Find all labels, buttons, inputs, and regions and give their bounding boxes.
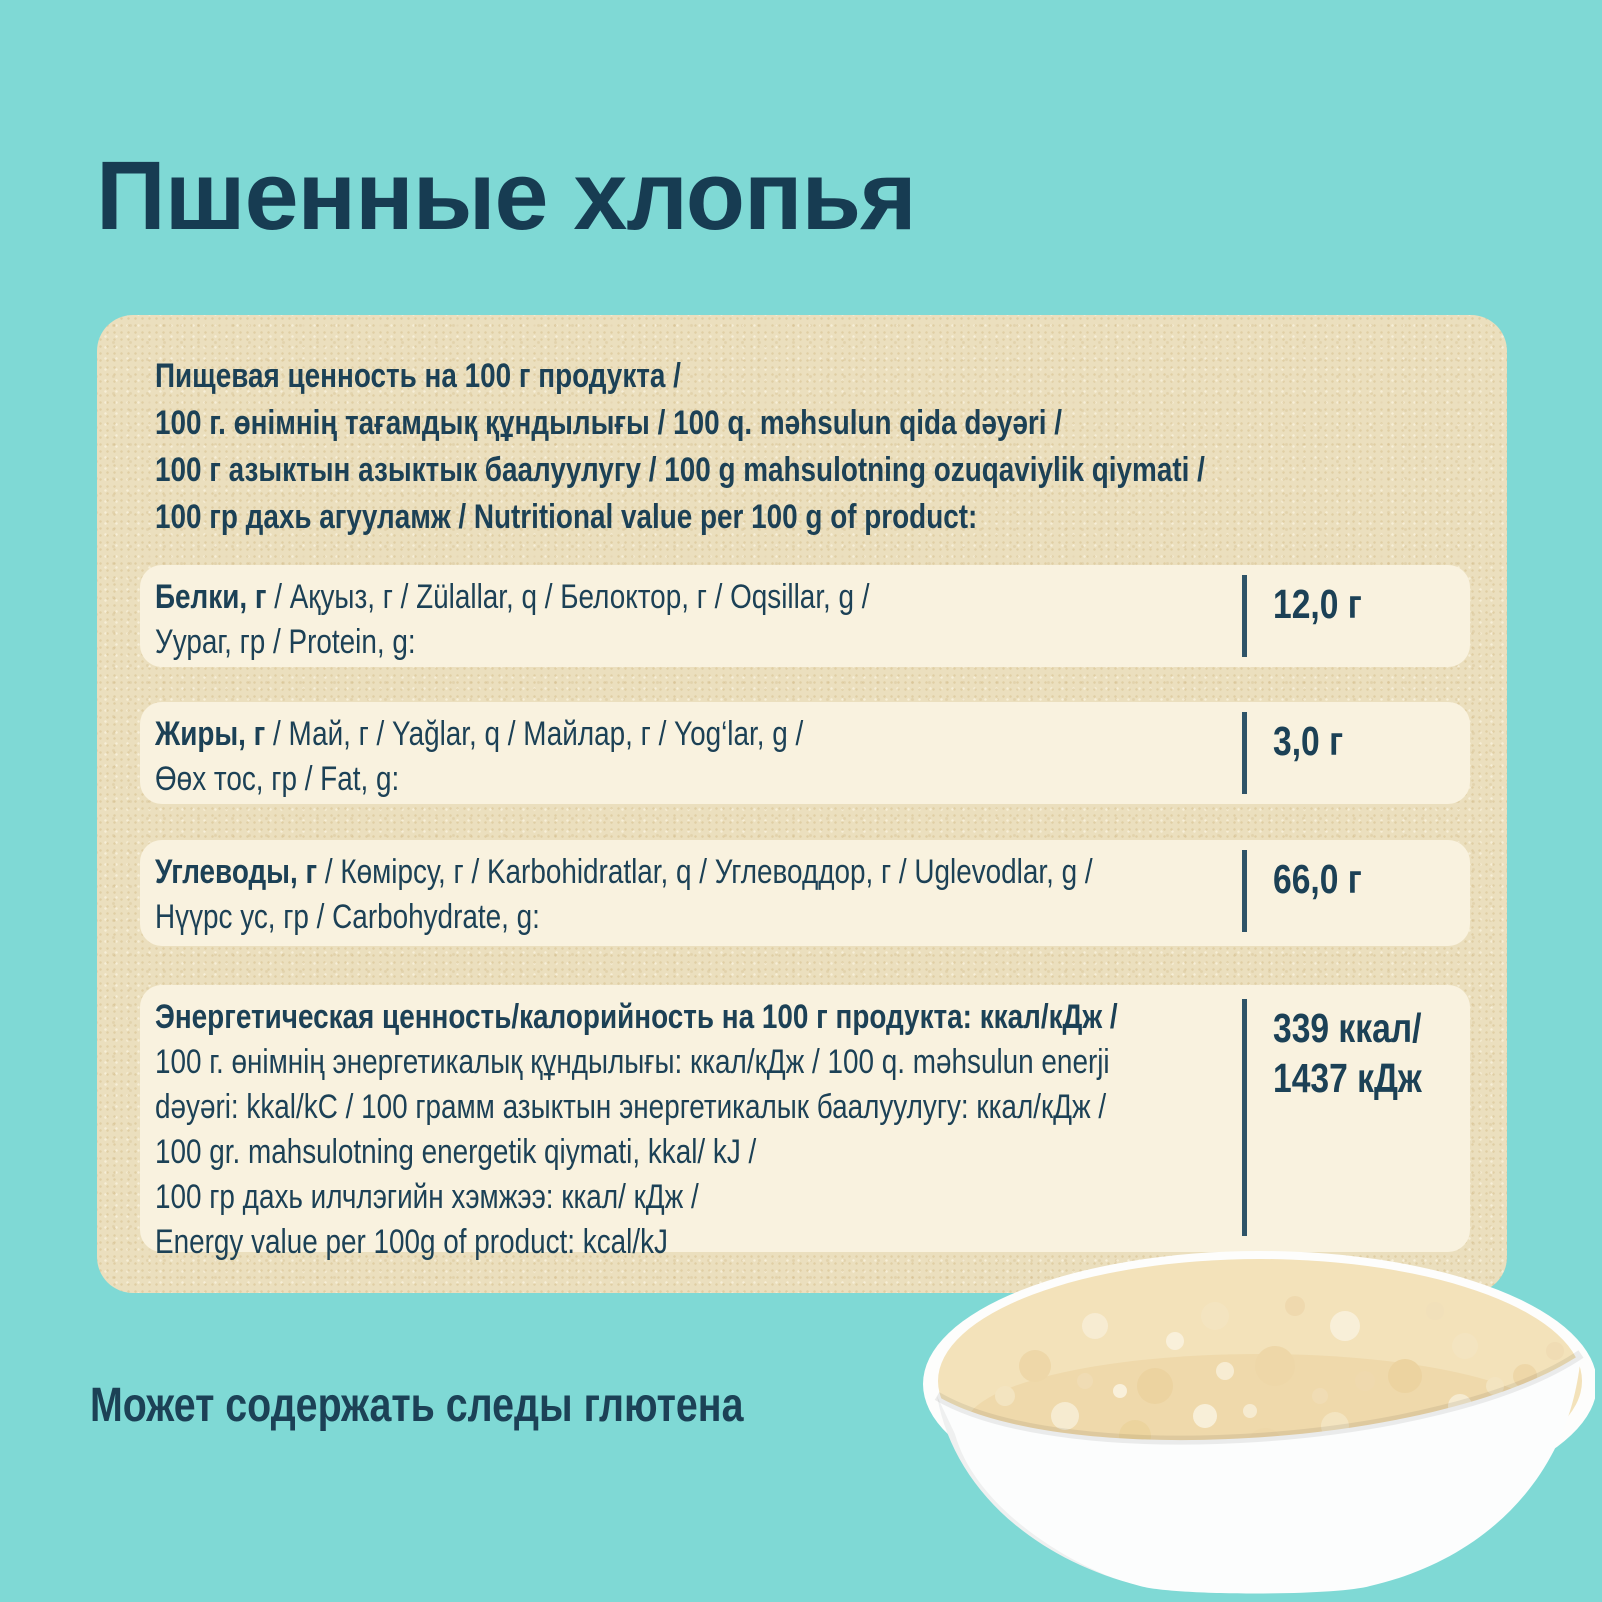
protein-value: 12,0 г — [1273, 581, 1362, 627]
porridge-bowl-image — [923, 1251, 1595, 1594]
page-title: Пшенные хлопья — [96, 141, 917, 250]
row-label-line-1: Жиры, г / Май, г / Yağlar, q / Майлар, г… — [155, 712, 803, 757]
energy-kj: 1437 кДж — [1273, 1055, 1422, 1101]
nutrition-card: Пищевая ценность на 100 г продукта / 100… — [97, 315, 1507, 1293]
row-term: Энергетическая ценность/калорийность на … — [155, 998, 1118, 1036]
gluten-warning-text: Может содержать следы глютена — [90, 1379, 744, 1432]
value-cell: 66,0 г — [1242, 850, 1381, 932]
energy-kcal: 339 ккал/ — [1273, 1005, 1422, 1051]
header-line-4: 100 гр дахь агууламж / Nutritional value… — [155, 498, 978, 536]
row-label-line-5: 100 гр дахь илчлэгийн хэмжээ: ккал/ кДж … — [155, 1178, 699, 1216]
energy-value: 339 ккал/1437 кДж — [1273, 1003, 1422, 1103]
row-label: Энергетическая ценность/калорийность на … — [155, 995, 1118, 1265]
header-line-1: Пищевая ценность на 100 г продукта / — [155, 357, 681, 395]
row-term: Жиры, г — [155, 715, 266, 753]
row-label-line-1: Белки, г / Ақуыз, г / Zülallar, q / Бело… — [155, 575, 870, 620]
row-label-line-1: Энергетическая ценность/калорийность на … — [155, 995, 1118, 1040]
row-label-line-2: 100 г. өнімнің энергетикалық құндылығы: … — [155, 1043, 1110, 1081]
fat-value: 3,0 г — [1273, 718, 1344, 764]
table-row-fat: Жиры, г / Май, г / Yağlar, q / Майлар, г… — [140, 702, 1470, 804]
row-label-line-3: dəyəri: kkal/kC / 100 грамм азыктын энер… — [155, 1088, 1107, 1126]
row-label: Углеводы, г / Көмірсу, г / Karbohidratla… — [155, 850, 1093, 940]
row-label-line-2: Өөх тос, гр / Fat, g: — [155, 760, 400, 798]
row-label-line-1: Углеводы, г / Көмірсу, г / Karbohidratla… — [155, 850, 1093, 895]
row-label-line-4: 100 gr. mahsulotning energetik qiymati, … — [155, 1133, 757, 1171]
table-row-energy: Энергетическая ценность/калорийность на … — [140, 985, 1470, 1261]
row-label-line-2: Нүүрс ус, гр / Carbohydrate, g: — [155, 898, 540, 936]
row-translations: / Май, г / Yağlar, q / Майлар, г / Yog‘l… — [265, 715, 804, 753]
bowl-front-shape — [934, 1350, 1584, 1594]
row-translations: / Ақуыз, г / Zülallar, q / Белоктор, г /… — [266, 578, 870, 616]
carbohydrate-value: 66,0 г — [1273, 856, 1362, 902]
header-line-2: 100 г. өнімнің тағамдық құндылығы / 100 … — [155, 404, 1062, 442]
row-label: Жиры, г / Май, г / Yağlar, q / Майлар, г… — [155, 712, 803, 802]
row-label: Белки, г / Ақуыз, г / Zülallar, q / Бело… — [155, 575, 870, 665]
value-cell: 12,0 г — [1242, 575, 1381, 657]
nutrition-card-header: Пищевая ценность на 100 г продукта / 100… — [155, 353, 1205, 541]
header-line-3: 100 г азыктын азыктык баалуулугу / 100 g… — [155, 451, 1205, 489]
value-cell: 339 ккал/1437 кДж — [1242, 999, 1454, 1236]
value-cell: 3,0 г — [1242, 712, 1358, 794]
row-term: Белки, г — [155, 578, 267, 616]
row-translations: / Көмірсу, г / Karbohidratlar, q / Углев… — [317, 853, 1093, 891]
row-label-line-2: Уураг, гр / Protein, g: — [155, 623, 416, 661]
table-row-protein: Белки, г / Ақуыз, г / Zülallar, q / Бело… — [140, 565, 1470, 667]
table-row-carbohydrate: Углеводы, г / Көмірсу, г / Karbohidratla… — [140, 840, 1470, 946]
row-label-line-6: Energy value per 100g of product: kcal/k… — [155, 1223, 668, 1261]
row-term: Углеводы, г — [155, 853, 318, 891]
